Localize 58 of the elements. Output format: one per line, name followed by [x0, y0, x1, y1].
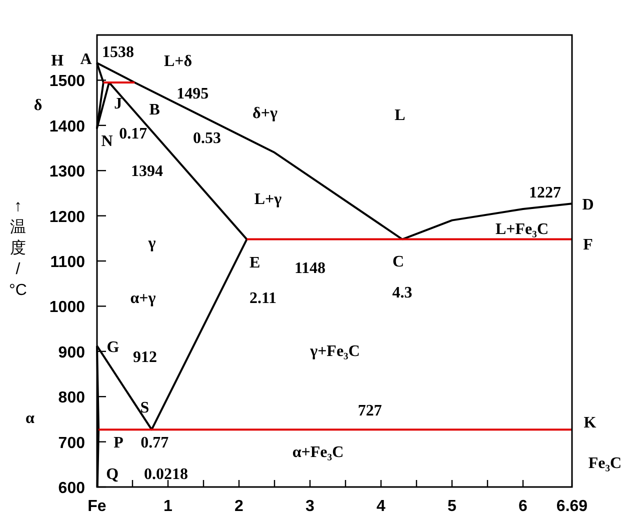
x-tick-label: 4: [376, 498, 386, 515]
annotation: S: [140, 400, 150, 417]
y-tick-label: 700: [58, 434, 86, 452]
annotation: B: [149, 101, 160, 118]
x-tick-label: 2: [234, 498, 244, 515]
annotation: A: [80, 51, 92, 68]
annotation: N: [101, 133, 114, 150]
annotation: 1227: [529, 184, 561, 202]
y-tick-label: 800: [58, 390, 86, 407]
annotation: 2.11: [249, 290, 277, 307]
annotation: F: [583, 236, 594, 254]
annotation: P: [114, 434, 124, 452]
annotation: 4.3: [392, 284, 412, 302]
annotation: 0.77: [140, 434, 169, 452]
x-tick-label: 5: [448, 498, 457, 515]
y-tick-label: 1000: [49, 299, 86, 316]
y-axis-title: ↑温度/°C: [9, 198, 27, 299]
annotation: 1148: [294, 260, 326, 277]
text: Fe₃C: [588, 455, 622, 472]
x-tick-label: Fe: [88, 498, 106, 515]
annotation: J: [114, 95, 122, 112]
annotation: E: [249, 254, 260, 272]
y-tick-label: 1300: [49, 164, 86, 181]
y-tick-label: 900: [58, 344, 86, 362]
annotation: L+Fe₃C: [495, 221, 549, 238]
annotation: 1394: [131, 163, 163, 180]
annotation: 0.17: [119, 125, 148, 142]
annotation: α+γ: [130, 290, 156, 307]
annotation: 1538: [102, 44, 134, 62]
annotation: D: [582, 196, 594, 214]
annotation: C: [392, 253, 404, 270]
y-tick-label: 1100: [50, 254, 86, 271]
annotation: 0.0218: [144, 466, 188, 483]
annotation: L+δ: [164, 53, 192, 70]
annotation: Q: [106, 466, 119, 483]
x-tick-label: 6.69: [556, 498, 588, 515]
annotation: γ: [147, 235, 156, 252]
annotation: 912: [133, 348, 157, 366]
y-tick-label: 1500: [49, 73, 86, 90]
annotation: L: [394, 107, 406, 124]
annotation: 1495: [176, 85, 209, 102]
y-tick-label: 1200: [49, 208, 86, 226]
annotation: 727: [358, 402, 382, 420]
annotation: K: [584, 414, 597, 432]
text: δ: [34, 97, 42, 114]
x-tick-label: 6: [518, 498, 528, 515]
annotation: H: [51, 52, 64, 70]
text: α: [26, 410, 35, 427]
annotation: δ+γ: [252, 105, 278, 122]
annotation: L+γ: [254, 191, 282, 208]
annotation: G: [106, 338, 120, 356]
annotation: γ+Fe₃C: [309, 343, 360, 360]
y-tick-label: 1400: [49, 118, 86, 136]
x-tick-label: 1: [164, 498, 173, 515]
x-tick-label: 3: [306, 498, 315, 515]
y-tick-label: 600: [58, 480, 86, 497]
annotation: 0.53: [193, 130, 221, 147]
annotation: α+Fe₃C: [292, 444, 344, 461]
